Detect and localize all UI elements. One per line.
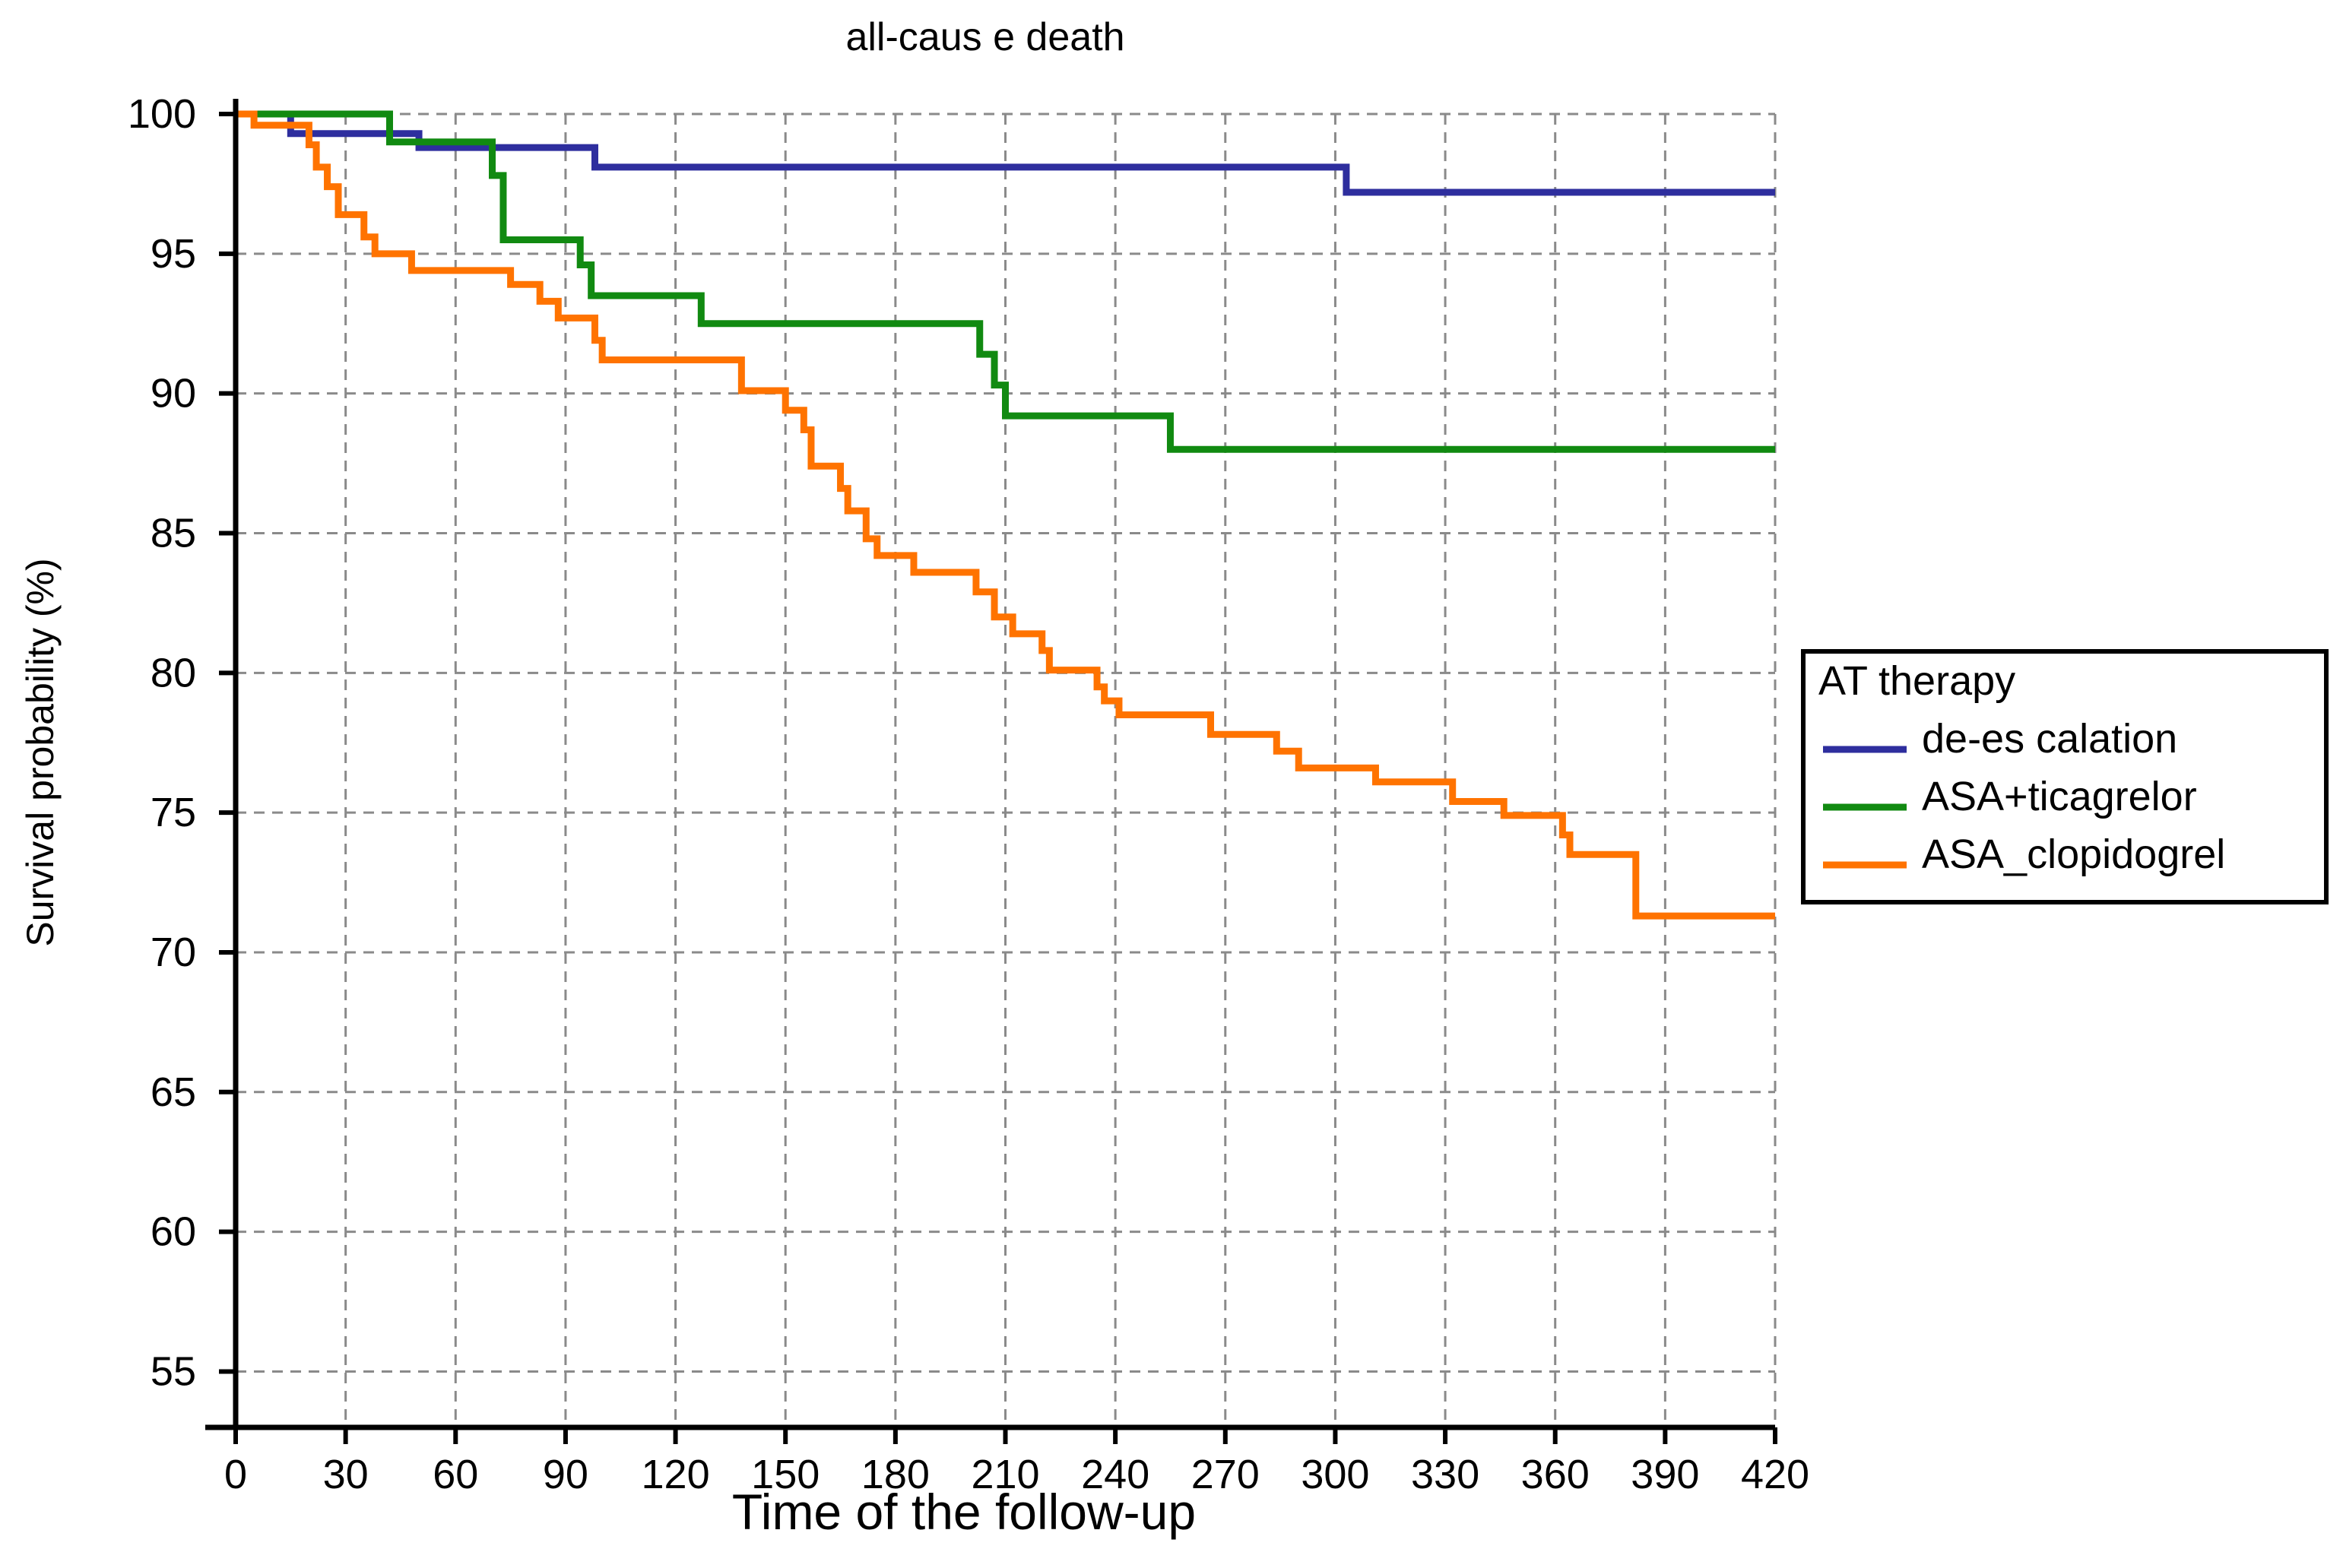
x-tick-label: 180 xyxy=(861,1452,930,1497)
x-tick-label: 60 xyxy=(433,1452,478,1497)
x-tick-label: 240 xyxy=(1081,1452,1149,1497)
x-tick-label: 360 xyxy=(1521,1452,1590,1497)
axes xyxy=(205,99,1777,1444)
y-tick-label: 95 xyxy=(151,231,196,277)
x-axis-label: Time of the follow-up xyxy=(732,1484,1196,1540)
legend-entries: de-es calation ASA+ticagrelor ASA_clopidog… xyxy=(1823,716,2225,877)
chart-title: all-caus e death xyxy=(845,15,1124,59)
y-tick-label: 90 xyxy=(151,371,196,417)
y-tick-label: 70 xyxy=(151,930,196,975)
y-tick-label: 55 xyxy=(151,1348,196,1394)
x-tick-label: 270 xyxy=(1191,1452,1260,1497)
x-tick-label: 390 xyxy=(1631,1452,1699,1497)
x-tick-label: 420 xyxy=(1741,1452,1809,1497)
series-line-2 xyxy=(236,110,1775,453)
series-layer xyxy=(236,110,1775,920)
legend-title: AT therapy xyxy=(1818,658,2015,704)
x-tick-label: 30 xyxy=(323,1452,369,1497)
x-tick-label: 330 xyxy=(1411,1452,1479,1497)
y-tick-label: 65 xyxy=(151,1069,196,1115)
y-tick-label: 100 xyxy=(128,91,196,137)
x-tick-label: 120 xyxy=(642,1452,710,1497)
y-tick-label: 75 xyxy=(151,790,196,835)
series-line-3 xyxy=(236,110,1775,920)
grid-lines xyxy=(234,112,1777,1427)
y-tick-label: 85 xyxy=(151,510,196,556)
x-tick-label: 150 xyxy=(751,1452,820,1497)
legend-label: ASA_clopidogrel xyxy=(1922,832,2225,877)
y-tick-labels: 100 95 90 85 80 75 70 65 60 55 xyxy=(128,91,196,1394)
legend: AT therapy de-es calation ASA+ticagrelor A… xyxy=(1801,649,2329,904)
x-tick-label: 300 xyxy=(1301,1452,1369,1497)
legend-label: ASA+ticagrelor xyxy=(1922,774,2197,819)
x-tick-label: 90 xyxy=(543,1452,588,1497)
y-axis-label: Survival probability (%) xyxy=(19,558,62,946)
legend-label: de-es calation xyxy=(1922,716,2177,762)
y-tick-label: 80 xyxy=(151,650,196,695)
x-tick-label: 210 xyxy=(971,1452,1039,1497)
x-tick-label: 0 xyxy=(224,1452,247,1497)
x-tick-labels: 0 30 60 90 120 150 180 210 240 270 300 330 360 390 420 xyxy=(224,1452,1809,1497)
y-tick-label: 60 xyxy=(151,1209,196,1255)
legend-box xyxy=(1801,649,2329,904)
